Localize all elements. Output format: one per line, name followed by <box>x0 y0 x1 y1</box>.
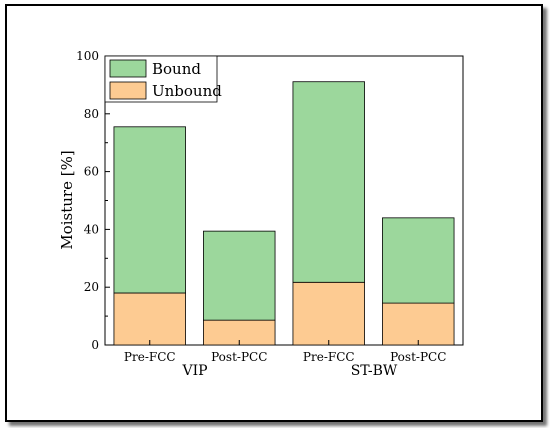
bar-bound-3 <box>382 217 455 304</box>
y-tick-label-20: 20 <box>84 280 99 294</box>
y-tick-label-100: 100 <box>76 49 99 63</box>
x-tick-label-0: Pre-FCC <box>124 350 176 364</box>
bar-unbound-0 <box>113 292 186 346</box>
group-label-st-bw: ST-BW <box>351 363 398 379</box>
legend-swatch-unbound <box>109 81 147 100</box>
bar-unbound-2 <box>292 281 365 346</box>
group-label-vip: VIP <box>181 363 207 379</box>
x-tick-label-3: Post-PCC <box>390 350 446 364</box>
bar-unbound-3 <box>382 302 455 346</box>
figure-frame <box>5 4 543 422</box>
y-tick-label-0: 0 <box>91 338 99 352</box>
bar-bound-1 <box>203 230 276 321</box>
x-tick-label-2: Pre-FCC <box>303 350 355 364</box>
legend-swatch-bound <box>109 59 147 78</box>
y-tick-label-40: 40 <box>84 222 99 236</box>
y-axis-label: Moisture [%] <box>58 150 76 249</box>
y-tick-label-60: 60 <box>84 165 99 179</box>
legend-label-bound: Bound <box>152 60 201 78</box>
legend-label-unbound: Unbound <box>152 82 222 100</box>
legend: Bound Unbound <box>104 55 222 103</box>
x-tick-label-1: Post-PCC <box>211 350 267 364</box>
y-tick-label-80: 80 <box>84 107 99 121</box>
bar-bound-0 <box>113 126 186 294</box>
bar-bound-2 <box>292 81 365 283</box>
